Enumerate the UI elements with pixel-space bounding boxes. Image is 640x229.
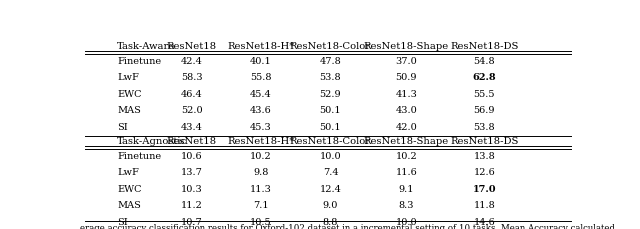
Text: EWC: EWC [117,89,141,98]
Text: 10.0: 10.0 [396,217,417,226]
Text: 43.0: 43.0 [396,106,417,115]
Text: 50.9: 50.9 [396,73,417,82]
Text: 56.9: 56.9 [474,106,495,115]
Text: 9.1: 9.1 [399,184,414,193]
Text: 45.4: 45.4 [250,89,272,98]
Text: 55.8: 55.8 [250,73,272,82]
Text: 43.4: 43.4 [180,122,202,131]
Text: Task-Aware: Task-Aware [117,41,175,50]
Text: erage accuracy classification results for Oxford-102 dataset in a incremental se: erage accuracy classification results fo… [80,223,615,229]
Text: LwF: LwF [117,168,139,177]
Text: 53.8: 53.8 [319,73,341,82]
Text: ResNet18-Shape: ResNet18-Shape [364,136,449,145]
Text: 11.8: 11.8 [474,200,495,209]
Text: ResNet18-Shape: ResNet18-Shape [364,41,449,50]
Text: 8.3: 8.3 [399,200,414,209]
Text: 46.4: 46.4 [180,89,202,98]
Text: 10.0: 10.0 [319,151,341,160]
Text: 53.8: 53.8 [474,122,495,131]
Text: 10.3: 10.3 [180,184,202,193]
Text: 11.2: 11.2 [180,200,202,209]
Text: EWC: EWC [117,184,141,193]
Text: MAS: MAS [117,106,141,115]
Text: 10.5: 10.5 [250,217,272,226]
Text: 40.1: 40.1 [250,57,272,65]
Text: 17.0: 17.0 [472,184,496,193]
Text: 11.3: 11.3 [250,184,272,193]
Text: ResNet18-H*: ResNet18-H* [227,136,295,145]
Text: Finetune: Finetune [117,151,161,160]
Text: SI: SI [117,122,128,131]
Text: 54.8: 54.8 [474,57,495,65]
Text: 10.6: 10.6 [180,151,202,160]
Text: 47.8: 47.8 [319,57,341,65]
Text: 9.8: 9.8 [253,168,269,177]
Text: 42.0: 42.0 [396,122,417,131]
Text: 52.9: 52.9 [319,89,341,98]
Text: 10.7: 10.7 [180,217,202,226]
Text: 50.1: 50.1 [319,122,341,131]
Text: 7.1: 7.1 [253,200,269,209]
Text: MAS: MAS [117,200,141,209]
Text: 45.3: 45.3 [250,122,272,131]
Text: ResNet18-Color: ResNet18-Color [290,41,371,50]
Text: ResNet18-DS: ResNet18-DS [450,136,518,145]
Text: 9.0: 9.0 [323,200,338,209]
Text: LwF: LwF [117,73,139,82]
Text: ResNet18: ResNet18 [166,136,217,145]
Text: 55.5: 55.5 [474,89,495,98]
Text: 10.2: 10.2 [396,151,417,160]
Text: 37.0: 37.0 [396,57,417,65]
Text: 7.4: 7.4 [323,168,339,177]
Text: 52.0: 52.0 [180,106,202,115]
Text: 58.3: 58.3 [180,73,202,82]
Text: 13.8: 13.8 [474,151,495,160]
Text: 12.6: 12.6 [474,168,495,177]
Text: ResNet18: ResNet18 [166,41,217,50]
Text: ResNet18-Color: ResNet18-Color [290,136,371,145]
Text: 43.6: 43.6 [250,106,272,115]
Text: 8.8: 8.8 [323,217,338,226]
Text: 10.2: 10.2 [250,151,272,160]
Text: ResNet18-DS: ResNet18-DS [450,41,518,50]
Text: 11.6: 11.6 [396,168,417,177]
Text: 12.4: 12.4 [319,184,341,193]
Text: 13.7: 13.7 [180,168,202,177]
Text: 62.8: 62.8 [472,73,496,82]
Text: SI: SI [117,217,128,226]
Text: 42.4: 42.4 [180,57,202,65]
Text: ResNet18-H*: ResNet18-H* [227,41,295,50]
Text: 41.3: 41.3 [396,89,417,98]
Text: Task-Agnostic: Task-Agnostic [117,136,188,145]
Text: 50.1: 50.1 [319,106,341,115]
Text: Finetune: Finetune [117,57,161,65]
Text: 14.6: 14.6 [474,217,495,226]
